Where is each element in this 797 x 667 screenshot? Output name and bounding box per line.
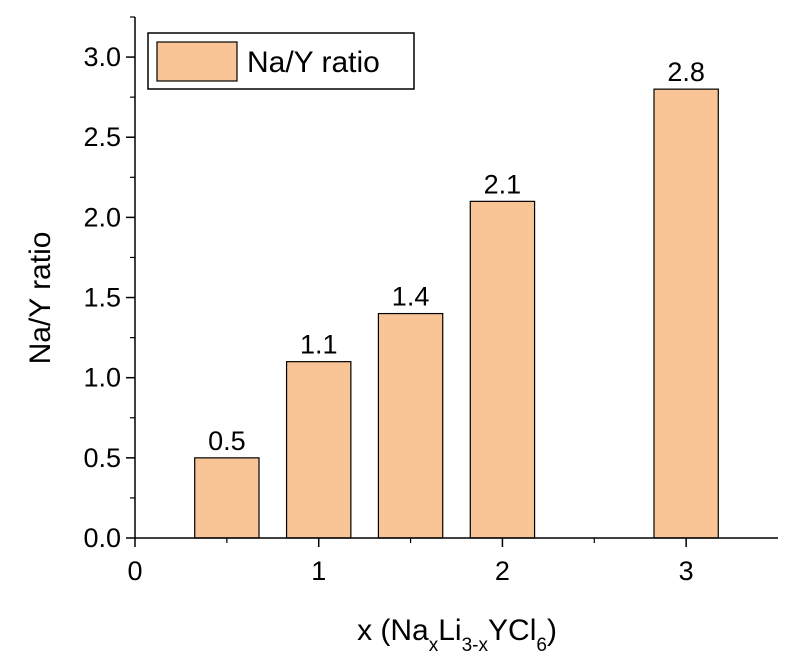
bar-1 — [194, 457, 260, 539]
bar-4 — [469, 200, 536, 539]
y-tick-label: 0.5 — [83, 443, 121, 473]
bar-value-label-4: 2.1 — [484, 169, 522, 199]
x-tick-label: 0 — [127, 556, 142, 586]
x-axis-title: x (NaxLi3-xYCl6) — [357, 614, 557, 656]
bar-value-label-3: 1.4 — [392, 282, 430, 312]
x-axis-title-sub-x: x — [429, 635, 439, 656]
y-tick-label: 0.0 — [83, 523, 121, 553]
legend: Na/Y ratio — [147, 32, 415, 90]
bar-2 — [285, 361, 352, 539]
x-axis-title-ycl: YCl — [488, 614, 536, 647]
y-tick-label: 1.0 — [83, 363, 121, 393]
y-tick-label: 2.0 — [83, 202, 121, 232]
y-axis-title: Na/Y ratio — [24, 232, 57, 365]
bar-value-label-5: 2.8 — [667, 57, 705, 87]
x-tick-label: 3 — [679, 556, 694, 586]
x-axis-title-suffix: ) — [547, 614, 557, 647]
bar-5 — [653, 88, 719, 539]
x-axis-title-li: Li — [438, 614, 461, 647]
x-axis-title-prefix: x (Na — [357, 614, 429, 647]
legend-label: Na/Y ratio — [247, 46, 380, 79]
x-tick-label: 1 — [311, 556, 326, 586]
x-axis-title-sub-3x: 3-x — [462, 635, 489, 656]
y-tick-label: 1.5 — [83, 283, 121, 313]
axes-layer: 0.0 0.5 1.0 1.5 2.0 2.5 3.0 0 1 2 3 — [83, 16, 778, 586]
bar-value-label-2: 1.1 — [300, 330, 338, 360]
y-tick-label: 2.5 — [83, 122, 121, 152]
y-tick-label: 3.0 — [83, 42, 121, 72]
x-axis-title-sub-6: 6 — [536, 635, 547, 656]
bars-layer: 0.5 1.1 1.4 2.1 2.8 — [194, 57, 719, 539]
legend-swatch — [156, 41, 238, 82]
bar-value-label-1: 0.5 — [208, 426, 246, 456]
x-tick-label: 2 — [495, 556, 510, 586]
bar-3 — [377, 312, 444, 539]
